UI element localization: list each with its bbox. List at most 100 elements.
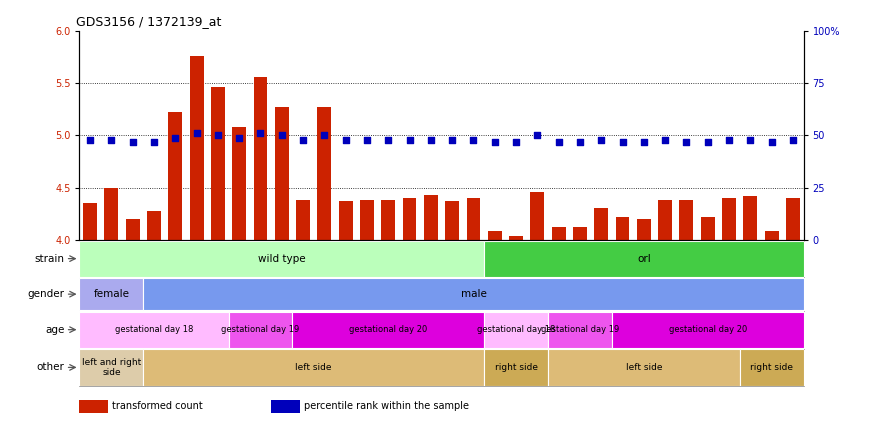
Bar bbox=[484, 349, 548, 385]
Bar bbox=[125, 219, 140, 240]
Point bbox=[786, 136, 800, 143]
Text: right side: right side bbox=[494, 363, 538, 372]
Bar bbox=[79, 278, 143, 310]
Bar bbox=[275, 107, 289, 240]
Bar bbox=[232, 127, 246, 240]
Point bbox=[765, 138, 779, 145]
Bar bbox=[740, 349, 804, 385]
Bar bbox=[612, 312, 804, 348]
Text: gestational day 18: gestational day 18 bbox=[115, 325, 193, 334]
Bar bbox=[531, 192, 544, 240]
Point bbox=[531, 132, 545, 139]
Text: gestational day 19: gestational day 19 bbox=[540, 325, 619, 334]
Bar bbox=[79, 312, 229, 348]
Bar bbox=[484, 241, 804, 277]
Bar bbox=[765, 231, 779, 240]
Bar bbox=[424, 195, 438, 240]
Bar bbox=[573, 227, 587, 240]
Bar bbox=[552, 227, 565, 240]
Bar bbox=[79, 241, 484, 277]
Point bbox=[552, 138, 566, 145]
Point bbox=[487, 138, 502, 145]
Text: percentile rank within the sample: percentile rank within the sample bbox=[304, 401, 469, 411]
Bar bbox=[190, 56, 203, 240]
Text: male: male bbox=[461, 289, 487, 299]
Text: GDS3156 / 1372139_at: GDS3156 / 1372139_at bbox=[76, 16, 222, 28]
Point bbox=[445, 136, 459, 143]
Bar bbox=[509, 236, 523, 240]
Text: gestational day 20: gestational day 20 bbox=[349, 325, 427, 334]
Bar bbox=[722, 198, 736, 240]
Point bbox=[658, 136, 672, 143]
Bar bbox=[104, 187, 118, 240]
Bar bbox=[83, 203, 97, 240]
Text: wild type: wild type bbox=[258, 254, 306, 264]
Bar bbox=[381, 200, 396, 240]
Bar bbox=[680, 200, 693, 240]
Point bbox=[275, 132, 289, 139]
Bar bbox=[292, 312, 484, 348]
Point bbox=[317, 132, 331, 139]
Bar bbox=[487, 231, 502, 240]
Point bbox=[232, 134, 246, 141]
Text: other: other bbox=[37, 362, 64, 373]
Text: transformed count: transformed count bbox=[112, 401, 203, 411]
Point bbox=[679, 138, 693, 145]
Point bbox=[594, 136, 608, 143]
Point bbox=[83, 136, 97, 143]
Point bbox=[190, 130, 204, 137]
Text: gestational day 19: gestational day 19 bbox=[222, 325, 299, 334]
Bar bbox=[79, 349, 143, 385]
Text: age: age bbox=[45, 325, 64, 335]
Point bbox=[381, 136, 396, 143]
Point bbox=[573, 138, 587, 145]
Point bbox=[360, 136, 374, 143]
Bar bbox=[318, 107, 331, 240]
Bar bbox=[615, 217, 630, 240]
Bar bbox=[403, 198, 417, 240]
Bar bbox=[143, 349, 484, 385]
Point bbox=[296, 136, 310, 143]
Bar bbox=[466, 198, 480, 240]
Point bbox=[169, 134, 183, 141]
Point bbox=[338, 136, 352, 143]
Bar bbox=[229, 312, 292, 348]
Bar bbox=[360, 200, 374, 240]
Text: gender: gender bbox=[27, 289, 64, 299]
Text: left side: left side bbox=[296, 363, 332, 372]
Bar bbox=[296, 200, 310, 240]
Point bbox=[104, 136, 118, 143]
Bar bbox=[637, 219, 651, 240]
Text: strain: strain bbox=[34, 254, 64, 264]
Point bbox=[424, 136, 438, 143]
Bar bbox=[743, 196, 758, 240]
Bar bbox=[548, 349, 740, 385]
Point bbox=[700, 138, 714, 145]
Bar bbox=[786, 198, 800, 240]
Bar bbox=[445, 201, 459, 240]
Point bbox=[211, 132, 225, 139]
Text: gestational day 20: gestational day 20 bbox=[668, 325, 747, 334]
Text: female: female bbox=[94, 289, 130, 299]
Point bbox=[403, 136, 417, 143]
Point bbox=[722, 136, 736, 143]
Bar bbox=[253, 77, 268, 240]
Point bbox=[147, 138, 161, 145]
Bar bbox=[339, 201, 352, 240]
Bar bbox=[211, 87, 225, 240]
Point bbox=[253, 130, 268, 137]
Text: right side: right side bbox=[750, 363, 793, 372]
Bar bbox=[271, 400, 300, 413]
Point bbox=[125, 138, 140, 145]
Point bbox=[509, 138, 523, 145]
Text: left and right
side: left and right side bbox=[82, 358, 141, 377]
Point bbox=[615, 138, 630, 145]
Point bbox=[637, 138, 651, 145]
Bar bbox=[147, 210, 161, 240]
Text: gestational day 18: gestational day 18 bbox=[477, 325, 555, 334]
Bar bbox=[701, 217, 714, 240]
Bar bbox=[658, 200, 672, 240]
Bar bbox=[594, 209, 608, 240]
Bar bbox=[548, 312, 612, 348]
Point bbox=[466, 136, 480, 143]
